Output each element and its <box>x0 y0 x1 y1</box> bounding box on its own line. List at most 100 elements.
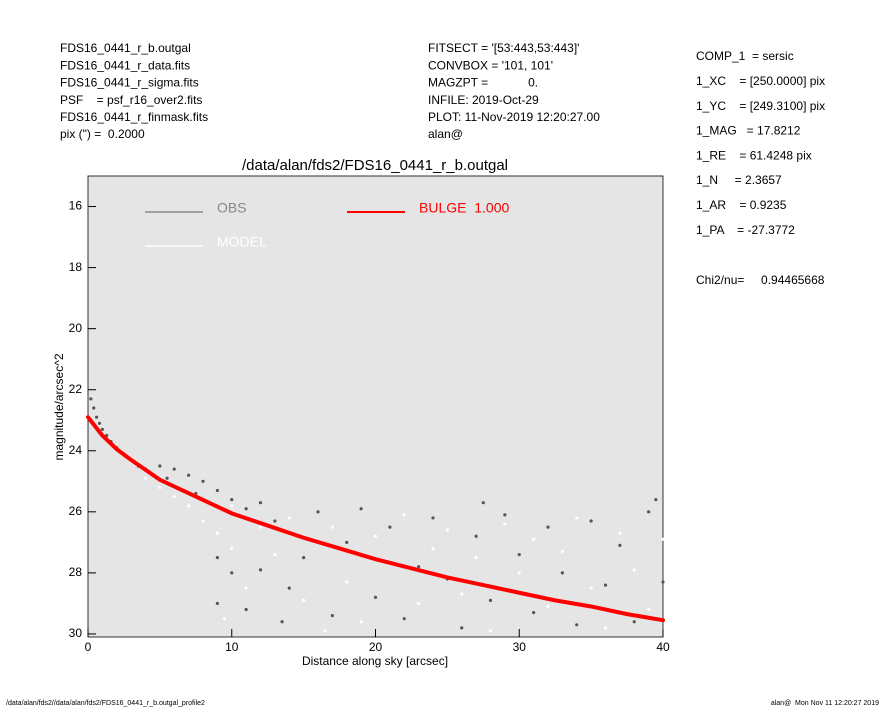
data-point <box>92 406 96 410</box>
data-point <box>302 598 306 602</box>
data-point <box>373 534 378 538</box>
y-axis-label: magnitude/arcsec^2 <box>52 353 66 460</box>
header-middle-line: INFILE: 2019-Oct-29 <box>428 93 539 107</box>
data-point <box>273 519 277 523</box>
data-point <box>402 617 406 621</box>
data-point <box>345 580 349 584</box>
x-tick-label: 10 <box>225 640 239 654</box>
data-point <box>589 586 593 590</box>
data-point <box>143 476 148 480</box>
header-left-line: FDS16_0441_r_b.outgal <box>60 41 191 55</box>
data-point <box>546 604 550 609</box>
data-point <box>460 592 464 596</box>
data-point <box>172 467 176 471</box>
y-tick-label: 22 <box>69 382 83 396</box>
data-point <box>603 626 608 630</box>
data-point <box>589 519 593 523</box>
data-point <box>431 516 435 520</box>
data-point <box>215 531 219 535</box>
data-point <box>474 534 478 538</box>
data-point <box>230 571 234 575</box>
data-point <box>280 620 284 624</box>
data-point <box>503 522 507 526</box>
data-point <box>618 531 622 535</box>
data-point <box>575 623 579 627</box>
header-left-line: pix (") = 0.2000 <box>60 127 145 141</box>
data-point <box>345 540 349 544</box>
data-point <box>647 607 651 612</box>
data-point <box>661 580 665 584</box>
data-point <box>230 498 234 502</box>
header-right-line: 1_YC = [249.3100] pix <box>696 99 825 113</box>
y-tick-label: 18 <box>69 260 83 274</box>
data-point <box>100 427 104 431</box>
data-point <box>330 614 334 618</box>
data-point <box>647 510 651 514</box>
data-point <box>402 513 406 517</box>
data-point <box>97 421 102 425</box>
legend-label: OBS <box>217 200 247 216</box>
data-point <box>481 501 485 505</box>
y-tick-label: 30 <box>69 626 83 640</box>
header-middle-line: PLOT: 11-Nov-2019 12:20:27.00 <box>428 110 600 124</box>
data-point <box>244 586 248 590</box>
footer-left: /data/alan/fds2//data/alan/fds2/FDS16_04… <box>6 700 205 707</box>
data-point <box>517 552 521 557</box>
data-point <box>359 507 363 511</box>
x-axis-label: Distance along sky [arcsec] <box>302 654 448 668</box>
data-point <box>244 607 248 612</box>
data-point <box>215 601 219 606</box>
data-point <box>158 464 162 468</box>
data-point <box>258 525 263 529</box>
data-point <box>417 565 421 569</box>
header-middle-line: MAGZPT = 0. <box>428 76 538 90</box>
header-middle-line: CONVBOX = '101, 101' <box>428 58 553 72</box>
data-point <box>474 556 478 560</box>
y-tick-label: 28 <box>69 565 83 579</box>
y-tick-label: 16 <box>69 199 83 213</box>
data-point <box>287 516 291 520</box>
data-point <box>201 479 205 483</box>
data-point <box>488 629 493 633</box>
header-left-line: PSF = psf_r16_over2.fits <box>60 93 202 107</box>
header-right-line: COMP_1 = sersic <box>696 49 794 63</box>
data-point <box>187 473 191 477</box>
data-point <box>431 546 435 551</box>
data-point <box>654 498 658 502</box>
plot-area <box>87 175 664 638</box>
header-right-line: 1_N = 2.3657 <box>696 173 782 187</box>
data-point <box>560 571 564 575</box>
x-tick-label: 30 <box>513 640 527 654</box>
data-point <box>323 629 327 633</box>
data-point <box>618 543 622 548</box>
data-point <box>373 595 378 599</box>
header-right-line: 1_RE = 61.4248 pix <box>696 148 812 162</box>
data-point <box>165 476 169 480</box>
header-left-line: FDS16_0441_r_sigma.fits <box>60 76 199 90</box>
legend-label: BULGE 1.000 <box>419 200 509 216</box>
data-point <box>244 507 248 511</box>
data-point <box>632 568 636 572</box>
data-point <box>575 516 579 520</box>
header-middle-line: FITSECT = '[53:443,53:443]' <box>428 41 579 55</box>
footer-right: alan@ Mon Nov 11 12:20:27 2019 <box>771 700 879 707</box>
data-point <box>273 552 277 557</box>
data-point <box>187 504 191 508</box>
header-right-line: 1_PA = -27.3772 <box>696 223 795 237</box>
y-tick-label: 24 <box>69 443 83 457</box>
data-point <box>215 488 219 493</box>
chi2: Chi2/nu= 0.94465668 <box>696 273 825 287</box>
data-point <box>532 610 536 615</box>
header-right-line: 1_XC = [250.0000] pix <box>696 74 825 88</box>
data-point <box>532 537 536 541</box>
data-point <box>417 601 421 606</box>
chart-title: /data/alan/fds2/FDS16_0441_r_b.outgal <box>242 157 508 174</box>
data-point <box>445 528 449 532</box>
y-tick-label: 26 <box>69 504 83 518</box>
data-point <box>258 501 263 505</box>
data-point <box>158 485 162 490</box>
data-point <box>546 525 550 529</box>
x-tick-label: 40 <box>656 640 670 654</box>
data-point <box>172 494 176 499</box>
